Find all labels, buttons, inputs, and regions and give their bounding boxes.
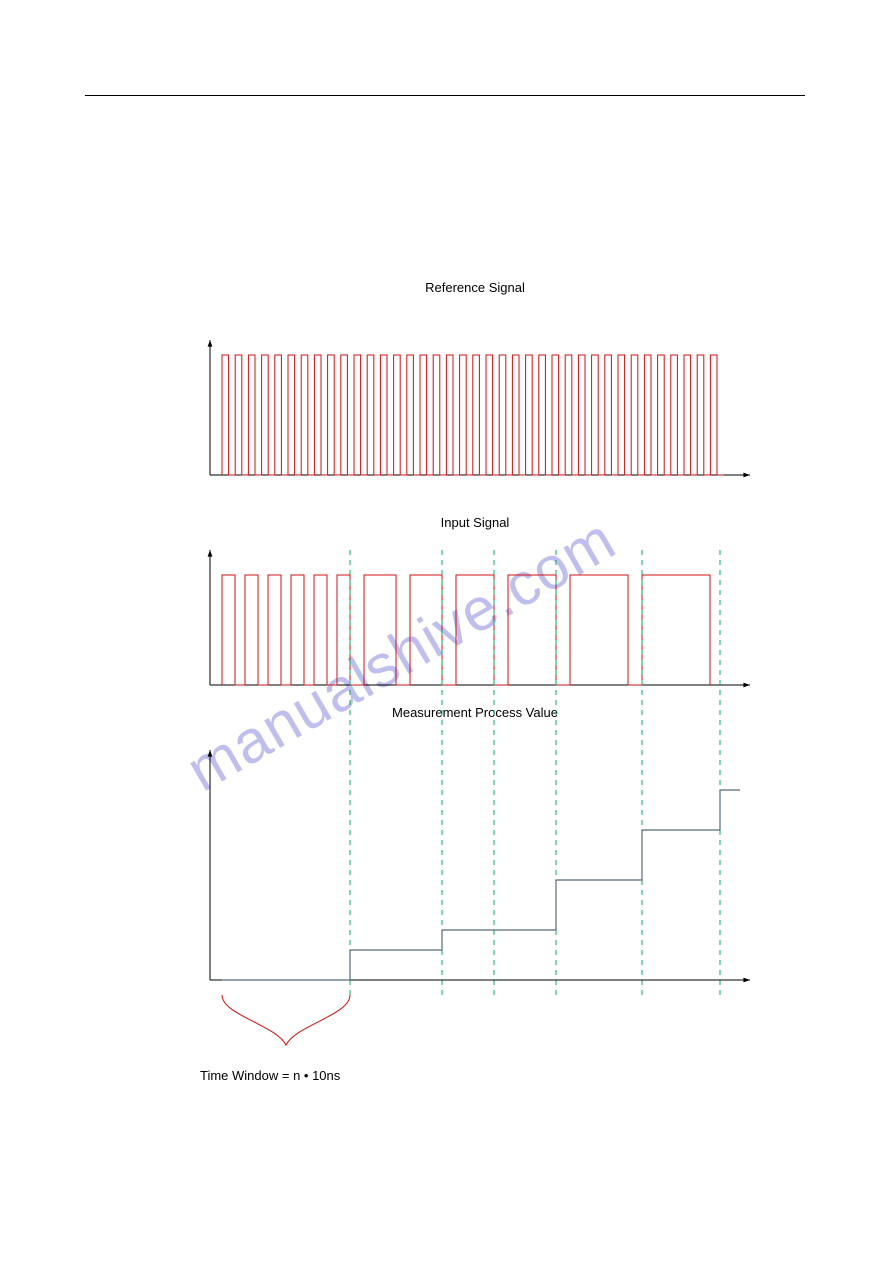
measurement-chart	[180, 300, 770, 1070]
time-window-label: Time Window = n • 10ns	[200, 1068, 340, 1083]
diagram-container: Reference Signal Input Signal Measuremen…	[180, 280, 770, 1100]
header-rule	[85, 95, 805, 96]
reference-signal-title: Reference Signal	[180, 280, 770, 295]
